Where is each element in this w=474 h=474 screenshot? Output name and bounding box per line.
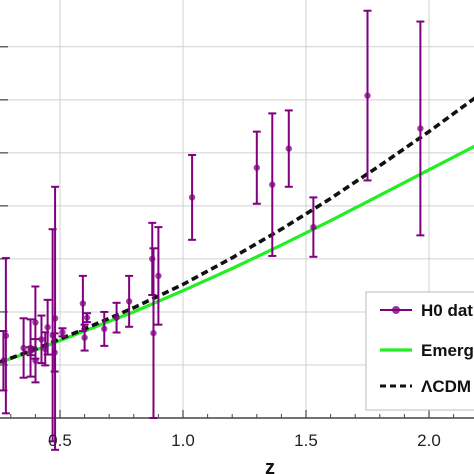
data-point xyxy=(1,257,10,415)
data-point xyxy=(188,153,197,241)
data-point xyxy=(31,338,40,384)
data-point xyxy=(363,9,372,182)
legend-label: ΛCDM xyxy=(421,377,471,396)
data-marker xyxy=(310,223,317,231)
data-marker xyxy=(79,300,87,307)
data-marker xyxy=(155,272,162,280)
data-marker xyxy=(150,329,157,337)
data-marker xyxy=(81,334,88,341)
data-point xyxy=(78,274,87,333)
data-point xyxy=(252,130,261,205)
data-marker xyxy=(32,357,39,364)
data-point xyxy=(19,317,28,379)
data-marker xyxy=(51,315,59,322)
data-marker xyxy=(364,92,371,99)
data-point xyxy=(284,109,293,188)
data-point xyxy=(154,226,163,326)
legend-item: H0 dat xyxy=(380,301,473,320)
data-marker xyxy=(27,344,34,352)
data-marker xyxy=(149,255,156,263)
data-series xyxy=(0,9,474,451)
data-point xyxy=(83,312,92,324)
x-tick-label: 2.0 xyxy=(417,431,441,450)
data-marker xyxy=(125,298,133,305)
plot-frame xyxy=(0,417,474,419)
legend-item: ΛCDM xyxy=(380,377,471,396)
data-marker xyxy=(417,125,424,132)
data-marker xyxy=(113,314,120,321)
data-point xyxy=(37,314,46,365)
data-marker xyxy=(253,164,260,171)
data-point xyxy=(416,20,425,237)
x-axis-title: z xyxy=(265,457,275,474)
data-marker xyxy=(2,332,10,339)
data-point xyxy=(51,185,60,451)
data-point xyxy=(58,327,67,338)
data-point xyxy=(112,301,121,334)
grid-lines xyxy=(0,0,474,418)
legend-label: Emerg xyxy=(421,341,474,360)
data-marker xyxy=(83,314,91,321)
data-marker xyxy=(32,319,39,326)
data-marker xyxy=(20,344,27,352)
legend-swatch-marker xyxy=(392,306,400,314)
data-point xyxy=(80,323,89,352)
x-tick-label: 1.5 xyxy=(294,431,318,450)
lcdm-model-line xyxy=(0,96,474,364)
data-marker xyxy=(285,145,292,152)
data-marker xyxy=(38,336,45,343)
data-marker xyxy=(269,181,276,188)
data-point xyxy=(43,298,52,356)
data-point xyxy=(100,310,109,347)
legend-item: Emerg xyxy=(380,341,474,360)
data-point xyxy=(148,221,157,296)
legend: H0 dat Emerg ΛCDM xyxy=(365,291,474,411)
axis-ticks xyxy=(0,46,455,418)
data-marker xyxy=(188,194,196,201)
x-tick-label: 0.5 xyxy=(48,431,72,450)
data-point xyxy=(268,112,277,257)
data-point xyxy=(149,247,158,419)
data-marker xyxy=(44,324,51,331)
data-point xyxy=(125,274,134,328)
data-point xyxy=(309,196,318,258)
data-point xyxy=(26,318,35,378)
data-marker xyxy=(101,325,108,333)
x-tick-label: 1.0 xyxy=(171,431,195,450)
x-tick-labels: 0.5 1.0 1.5 2.0 xyxy=(48,431,441,450)
data-marker xyxy=(59,329,66,336)
legend-label: H0 dat xyxy=(421,301,473,320)
